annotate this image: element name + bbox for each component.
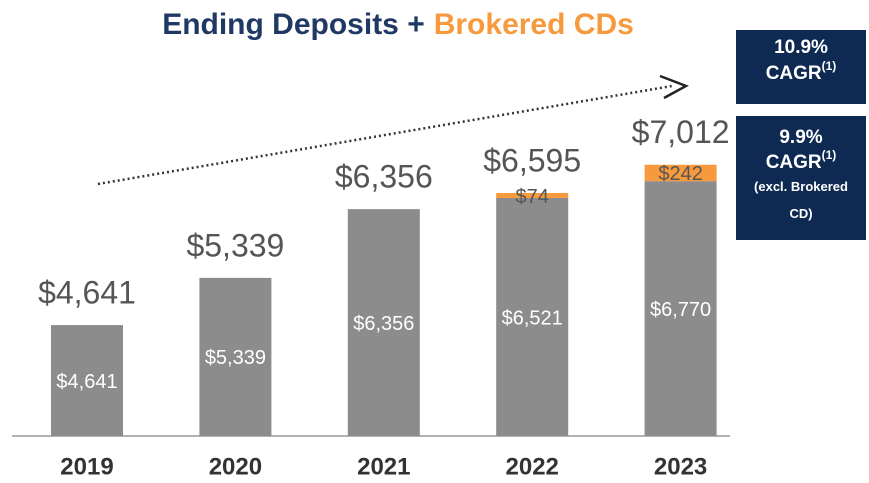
bar [644,164,717,182]
value-label: $6,521 [502,307,563,329]
x-tick-label: 2023 [654,453,707,480]
annotation-line: CAGR [766,152,822,173]
bar [347,209,420,436]
total-label: $5,339 [186,227,284,263]
annotation: CAGR(1) [766,59,837,84]
annotation-line: 9.9% [779,127,822,148]
total-label: $4,641 [38,275,136,311]
bar [51,325,123,436]
title-part: Brokered CDs [434,8,634,41]
value-label: $4,641 [56,371,117,393]
x-tick-label: 2022 [506,453,559,480]
x-tick-label: 2021 [357,453,410,480]
x-tick-label: 2020 [209,453,262,480]
annotation: (excl. Brokered [754,179,848,194]
bar [199,277,272,436]
annotation: CAGR(1) [766,148,837,173]
annotation-line: CAGR [766,63,822,84]
value-label: $6,356 [353,313,414,335]
bar [496,192,569,198]
annotation-line: CD) [789,206,812,221]
cagr-box [736,30,866,104]
annotation-sup: (1) [822,59,837,73]
annotation-sup: (1) [822,148,837,162]
annotation: 10.9% [774,37,828,58]
value-label: $74 [516,186,549,208]
annotation: 9.9% [779,127,822,148]
cagr-box [736,116,866,240]
bar [644,181,717,436]
title-part: Ending Deposits + [162,8,425,41]
annotation: CD) [789,206,812,221]
annotation-line: 10.9% [774,37,828,58]
chart-title: Ending Deposits + Brokered CDs [162,8,634,41]
arrow-head [659,74,689,100]
total-label: $6,595 [483,142,581,178]
annotation-line: (excl. Brokered [754,179,848,194]
total-label: $7,012 [632,114,730,150]
trend-arrow [97,84,673,186]
total-label: $6,356 [335,159,433,195]
x-tick-label: 2019 [60,453,113,480]
value-label: $242 [658,163,703,185]
value-label: $6,770 [650,299,711,321]
bar [496,197,569,436]
value-label: $5,339 [205,347,266,369]
